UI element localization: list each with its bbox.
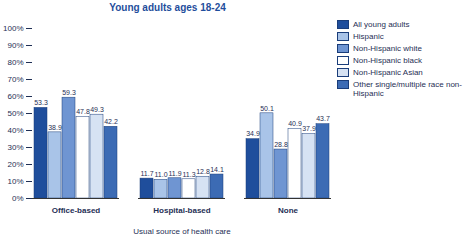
svg-text:38.9: 38.9 [48,124,62,131]
svg-text:11.9: 11.9 [168,170,181,177]
svg-text:14.1: 14.1 [210,166,224,173]
svg-text:37.9: 37.9 [302,125,316,132]
svg-text:90%: 90% [7,41,23,50]
html-text:Hispanic: Hispanic [353,32,384,41]
svg-text:11.0: 11.0 [154,171,167,178]
svg-text:43.7: 43.7 [316,115,330,122]
svg-text:53.3: 53.3 [34,99,48,106]
svg-text:11.7: 11.7 [140,170,153,177]
html-text:Young adults ages 18-24: Young adults ages 18-24 [109,2,226,13]
svg-text:80%: 80% [7,58,23,67]
html-text:Non-Hispanic Asian: Non-Hispanic Asian [353,68,423,77]
svg-text:50%: 50% [7,109,23,118]
svg-text:Usual source of health care: Usual source of health care [133,227,231,236]
svg-text:11.3: 11.3 [182,171,195,178]
svg-text:Hospital-based: Hospital-based [153,206,210,215]
svg-text:70%: 70% [7,75,23,84]
html-text:Other single/multiple race non: Other single/multiple race non-Hispanic [353,80,462,98]
svg-text:40%: 40% [7,126,23,135]
svg-text:47.8: 47.8 [76,108,90,115]
html-text:Non-Hispanic black: Non-Hispanic black [353,56,422,65]
svg-text:Office-based: Office-based [52,206,101,215]
svg-text:28.8: 28.8 [274,141,288,148]
svg-text:59.3: 59.3 [62,89,76,96]
svg-text:34.9: 34.9 [246,130,260,137]
svg-text:42.2: 42.2 [104,118,118,125]
svg-text:0%: 0% [12,194,24,203]
svg-text:30%: 30% [7,143,23,152]
svg-text:50.1: 50.1 [260,105,274,112]
html-text:Non-Hispanic white: Non-Hispanic white [353,44,422,53]
svg-text:12.8: 12.8 [196,168,210,175]
svg-text:None: None [278,206,299,215]
svg-text:49.3: 49.3 [90,106,104,113]
svg-text:20%: 20% [7,160,23,169]
svg-text:40.9: 40.9 [288,120,302,127]
svg-text:10%: 10% [7,177,23,186]
svg-text:60%: 60% [7,92,23,101]
svg-text:100%: 100% [3,24,23,33]
html-text:All young adults: All young adults [353,20,410,29]
